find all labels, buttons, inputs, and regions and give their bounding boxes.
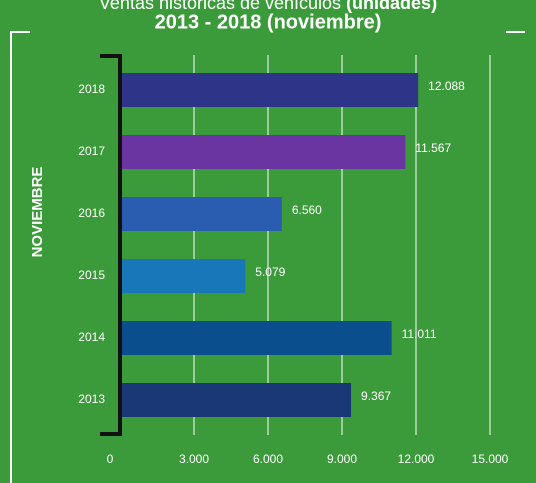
data-label: 5.079: [255, 265, 285, 279]
y-tick-label: 2018: [78, 82, 105, 96]
chart-title: Ventas históricas de vehículos (unidades…: [99, 0, 437, 13]
bar: [120, 73, 419, 107]
data-label: 11.011: [402, 327, 437, 341]
title-emphasis: (unidades): [346, 0, 437, 13]
frame: [10, 31, 525, 483]
y-tick-label: 2017: [78, 144, 105, 158]
y-axis-label: NOVIEMBRE: [29, 167, 46, 258]
x-tick-label: 12.000: [398, 452, 435, 466]
y-tick-label: 2016: [78, 206, 105, 220]
y-tick-label: 2014: [78, 330, 105, 344]
x-tick-label: 15.000: [472, 452, 509, 466]
data-label: 6.560: [292, 203, 322, 217]
axis-bracket: [100, 54, 122, 436]
x-tick-label: 3.000: [179, 452, 209, 466]
chart-subtitle: 2013 - 2018 (noviembre): [155, 11, 382, 33]
x-tick-label: 6.000: [253, 452, 283, 466]
bar: [120, 135, 406, 169]
bar: [120, 259, 246, 293]
bar: [120, 197, 282, 231]
data-label: 12.088: [428, 79, 465, 93]
y-tick-label: 2015: [78, 268, 105, 282]
data-label: 11.567: [415, 141, 451, 155]
x-tick-label: 9.000: [327, 452, 357, 466]
title-text: Ventas históricas de vehículos: [99, 0, 341, 13]
bar: [120, 321, 392, 355]
y-tick-label: 2013: [78, 392, 105, 406]
bar: [120, 383, 352, 417]
x-tick-label: 0: [107, 452, 114, 466]
data-label: 9.367: [361, 389, 391, 403]
